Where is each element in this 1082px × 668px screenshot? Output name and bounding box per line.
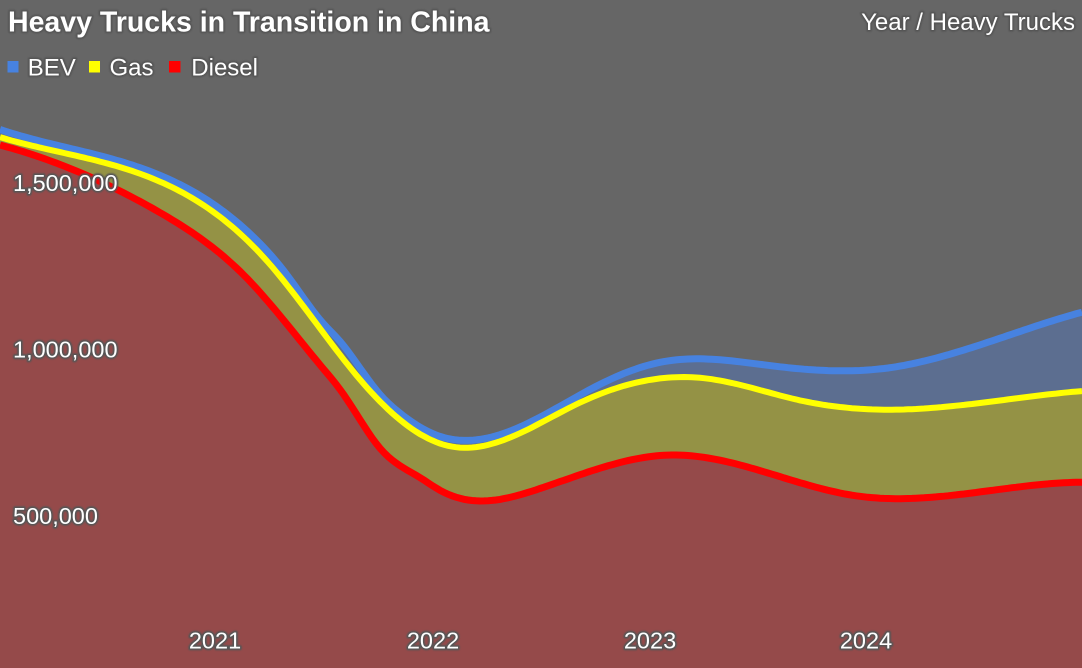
- svg-text:Gas: Gas: [110, 55, 154, 82]
- svg-text:2022: 2022: [407, 628, 459, 654]
- svg-text:Gas: Gas: [110, 55, 154, 82]
- svg-text:500,000: 500,000: [13, 503, 98, 529]
- svg-text:BEV: BEV: [28, 55, 76, 82]
- svg-text:1,000,000: 1,000,000: [13, 337, 118, 363]
- svg-text:2023: 2023: [624, 628, 676, 654]
- svg-text:1,500,000: 1,500,000: [13, 170, 118, 196]
- svg-text:Heavy Trucks in Transition in: Heavy Trucks in Transition in China: [8, 7, 491, 39]
- svg-text:1,000,000: 1,000,000: [13, 337, 118, 363]
- svg-text:Year / Heavy Trucks: Year / Heavy Trucks: [861, 9, 1075, 36]
- svg-text:2024: 2024: [840, 628, 892, 654]
- svg-text:Year / Heavy Trucks: Year / Heavy Trucks: [861, 9, 1075, 36]
- svg-text:1,500,000: 1,500,000: [13, 170, 118, 196]
- svg-text:BEV: BEV: [28, 55, 76, 82]
- svg-text:Diesel: Diesel: [191, 55, 258, 82]
- svg-text:2022: 2022: [407, 628, 459, 654]
- svg-text:2024: 2024: [840, 628, 892, 654]
- svg-text:2023: 2023: [624, 628, 676, 654]
- svg-text:2021: 2021: [189, 628, 241, 654]
- svg-text:Heavy Trucks in Transition in: Heavy Trucks in Transition in China: [8, 7, 491, 39]
- svg-text:500,000: 500,000: [13, 503, 98, 529]
- svg-text:Diesel: Diesel: [191, 55, 258, 82]
- svg-text:2021: 2021: [189, 628, 241, 654]
